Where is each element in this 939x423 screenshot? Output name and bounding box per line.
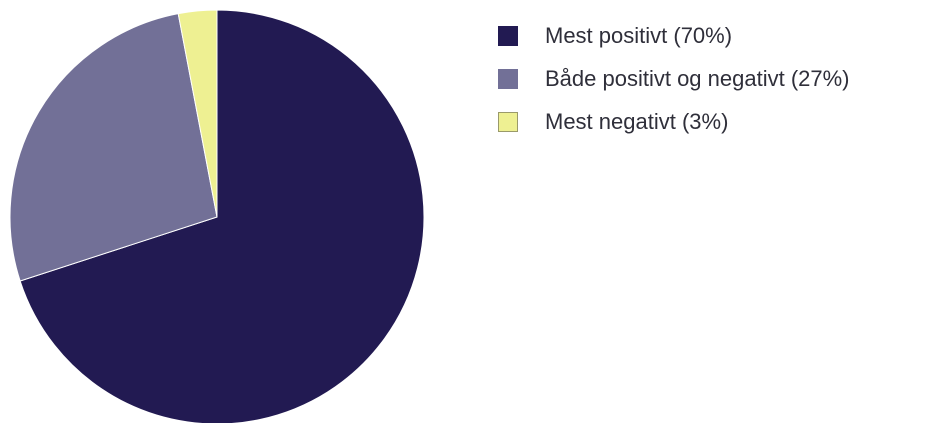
legend-swatch-mest-negativt bbox=[498, 112, 518, 132]
legend-item-bade-positivt-og-negativt: Både positivt og negativt (27%) bbox=[498, 63, 850, 95]
pie-slices bbox=[9, 9, 425, 423]
pie-slice-1 bbox=[9, 13, 218, 282]
legend: Mest positivt (70%) Både positivt og neg… bbox=[498, 20, 850, 149]
legend-swatch-bade-positivt-og-negativt bbox=[498, 69, 518, 89]
legend-label-mest-negativt: Mest negativt (3%) bbox=[545, 109, 729, 134]
legend-item-mest-negativt: Mest negativt (3%) bbox=[498, 106, 850, 138]
pie-slice-0 bbox=[19, 9, 425, 423]
legend-swatch-mest-positivt bbox=[498, 26, 518, 46]
legend-item-mest-positivt: Mest positivt (70%) bbox=[498, 20, 850, 52]
legend-label-bade-positivt-og-negativt: Både positivt og negativt (27%) bbox=[545, 66, 850, 91]
legend-label-mest-positivt: Mest positivt (70%) bbox=[545, 23, 733, 48]
pie-slice-2 bbox=[177, 9, 218, 218]
